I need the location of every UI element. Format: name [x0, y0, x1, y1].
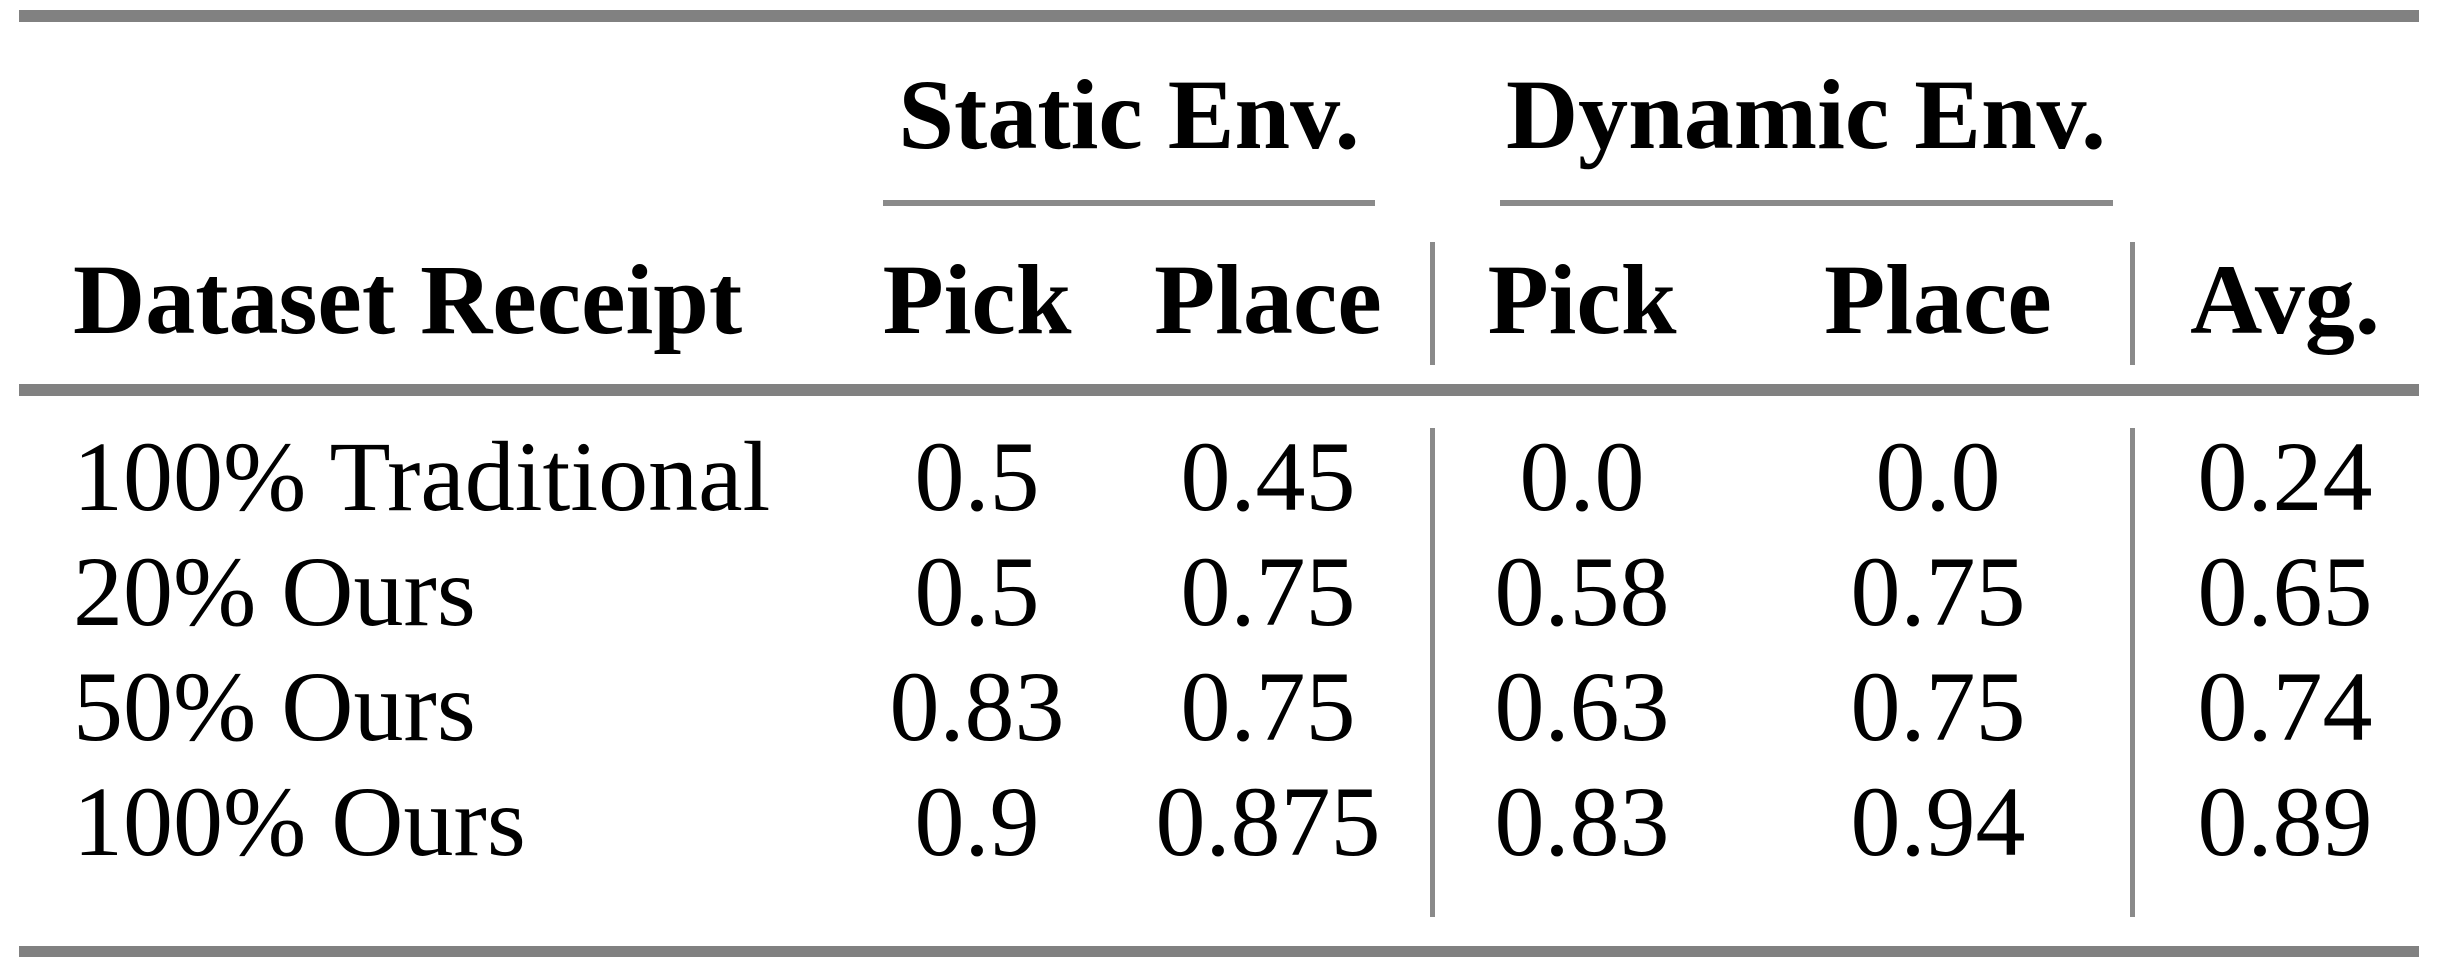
table-cell: 0.75: [1850, 651, 2026, 762]
table-cell: 0.875: [1155, 766, 1381, 877]
bottom-rule: [19, 946, 2419, 957]
table-cell: 0.75: [1180, 651, 1356, 762]
row-label: 100% Traditional: [73, 421, 771, 532]
header-static-pick: Pick: [882, 244, 1072, 355]
table-cell: 0.75: [1180, 536, 1356, 647]
column-group-static-env: Static Env.: [898, 59, 1360, 170]
header-dynamic-pick: Pick: [1487, 244, 1677, 355]
table-cell: 0.83: [889, 651, 1065, 762]
table-cell: 0.58: [1494, 536, 1670, 647]
table-cell: 0.63: [1494, 651, 1670, 762]
header-static-place: Place: [1154, 244, 1382, 355]
row-label: 20% Ours: [73, 536, 476, 647]
table-cell: 0.94: [1850, 766, 2026, 877]
vertical-rule-static-dynamic-header: [1430, 242, 1435, 365]
static-env-underline: [883, 200, 1375, 206]
dynamic-env-underline: [1500, 200, 2113, 206]
vertical-rule-avg-header: [2130, 242, 2135, 365]
row-label: 50% Ours: [73, 651, 476, 762]
table-cell: 0.45: [1180, 421, 1356, 532]
header-separator-rule: [19, 384, 2419, 396]
table-cell: 0.83: [1494, 766, 1670, 877]
table-cell: 0.24: [2197, 421, 2373, 532]
table-cell: 0.5: [914, 536, 1040, 647]
vertical-rule-avg-body: [2130, 428, 2135, 917]
table-cell: 0.89: [2197, 766, 2373, 877]
table-cell: 0.65: [2197, 536, 2373, 647]
header-dynamic-place: Place: [1824, 244, 2052, 355]
table-cell: 0.74: [2197, 651, 2373, 762]
table-cell: 0.0: [1875, 421, 2001, 532]
header-dataset-receipt: Dataset Receipt: [73, 244, 743, 355]
table-cell: 0.5: [914, 421, 1040, 532]
column-group-dynamic-env: Dynamic Env.: [1505, 59, 2107, 170]
row-label: 100% Ours: [73, 766, 526, 877]
table-cell: 0.75: [1850, 536, 2026, 647]
table-cell: 0.0: [1519, 421, 1645, 532]
table-cell: 0.9: [914, 766, 1040, 877]
header-avg: Avg.: [2190, 244, 2380, 355]
top-rule: [19, 10, 2419, 22]
vertical-rule-static-dynamic-body: [1430, 428, 1435, 917]
